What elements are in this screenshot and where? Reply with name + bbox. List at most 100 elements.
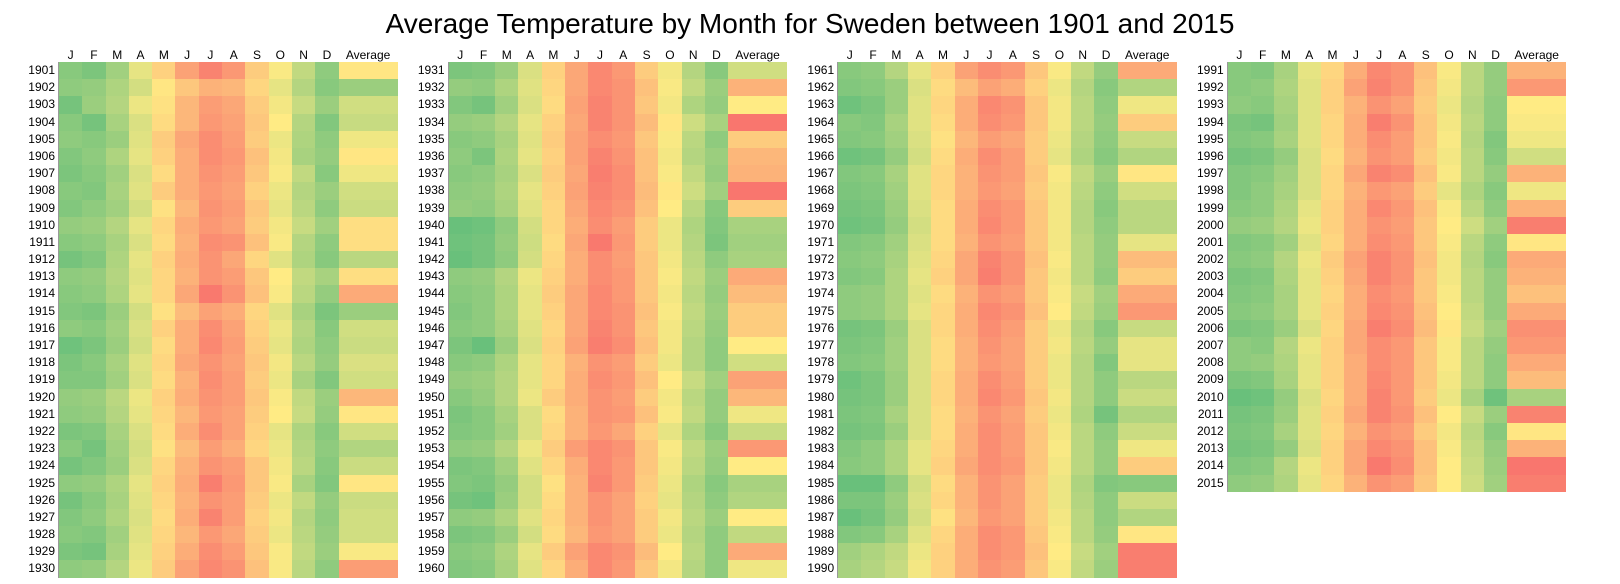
heatmap-cell [1094, 388, 1118, 406]
heatmap-cell [1071, 405, 1095, 423]
heatmap-cell [1320, 96, 1345, 114]
row-cells [447, 319, 788, 337]
heatmap-cell [1001, 96, 1025, 114]
average-cell [728, 251, 788, 269]
heatmap-cell [495, 251, 519, 269]
heatmap-cell [448, 440, 472, 458]
heatmap-cell [611, 165, 635, 183]
heatmap-cell [611, 560, 635, 578]
heatmap-row: 2015 [1195, 474, 1567, 492]
heatmap-cell [565, 302, 589, 320]
heatmap-cell [59, 182, 83, 200]
average-cell [728, 268, 788, 286]
heatmap-cell [518, 182, 542, 200]
heatmap-cell [152, 543, 176, 561]
heatmap-cell [448, 422, 472, 441]
heatmap-cell [82, 474, 106, 492]
heatmap-cell [1414, 147, 1438, 166]
heatmap-cell [1390, 79, 1415, 97]
heatmap-cell [152, 130, 176, 148]
heatmap-cell [1437, 405, 1461, 423]
heatmap-cell [59, 422, 83, 441]
month-header-1: J [67, 48, 74, 62]
heatmap-cell [954, 354, 978, 372]
average-cell [1117, 405, 1177, 423]
heatmap-cell [268, 354, 292, 372]
heatmap-cell [1094, 199, 1118, 217]
heatmap-cell [1001, 388, 1025, 406]
average-cell [1117, 233, 1177, 252]
row-cells [1226, 79, 1567, 97]
average-cell [728, 508, 788, 527]
row-cells [58, 422, 398, 441]
row-cells [447, 79, 788, 97]
average-cell [1117, 182, 1177, 200]
heatmap-row: 1955 [416, 474, 788, 492]
heatmap-cell [1460, 337, 1484, 355]
year-tick-label: 1939 [417, 200, 445, 215]
row-cells [837, 526, 1177, 544]
row-cells [58, 457, 398, 475]
heatmap-cell [175, 302, 199, 320]
heatmap-cell [704, 371, 729, 389]
heatmap-cell [175, 268, 199, 286]
heatmap-cell [1297, 302, 1321, 320]
heatmap-cell [128, 388, 153, 406]
heatmap-cell [1344, 62, 1368, 80]
heatmap-cell [634, 371, 659, 389]
heatmap-cell [105, 285, 129, 303]
heatmap-row: 1989 [805, 543, 1177, 561]
heatmap-cell [704, 165, 729, 183]
heatmap-cell [611, 440, 635, 458]
heatmap-cell [448, 96, 472, 114]
month-header-5: M [1327, 48, 1338, 62]
heatmap-cell [1344, 302, 1368, 320]
heatmap-cell [565, 337, 589, 355]
year-tick-label: 2006 [1196, 320, 1224, 335]
row-cells [1226, 440, 1567, 458]
heatmap-cell [704, 560, 729, 578]
year-tick-label: 1918 [28, 355, 55, 370]
heatmap-cell [105, 182, 129, 200]
heatmap-cell [658, 319, 682, 337]
heatmap-row: 1944 [416, 285, 788, 303]
row-cells [837, 147, 1177, 166]
year-tick-label: 1988 [807, 527, 835, 542]
row-cells [447, 233, 788, 252]
heatmap-row: 1935 [416, 130, 788, 148]
heatmap-cell [1227, 319, 1251, 337]
heatmap-cell [588, 560, 612, 578]
heatmap-cell [315, 268, 339, 286]
heatmap-cell [1274, 147, 1298, 166]
heatmap-cell [1001, 337, 1025, 355]
heatmap-cell [977, 388, 1002, 406]
heatmap-cell [82, 96, 106, 114]
heatmap-cell [448, 147, 472, 166]
heatmap-cell [1250, 337, 1275, 355]
row-cells [837, 302, 1177, 320]
heatmap-cell [1390, 422, 1415, 441]
heatmap-cell [588, 405, 612, 423]
heatmap-cell [954, 319, 978, 337]
heatmap-cell [82, 268, 106, 286]
heatmap-cell [222, 62, 246, 80]
heatmap-cell [565, 457, 589, 475]
heatmap-cell [658, 130, 682, 148]
heatmap-row: 1934 [416, 113, 788, 131]
heatmap-cell [908, 216, 932, 234]
heatmap-cell [1320, 285, 1345, 303]
panel-column-headers: J F M A M J J A S O N D Average [805, 46, 1177, 62]
panel-column-headers: J F M A M J J A S O N D Average [26, 46, 398, 62]
heatmap-cell [908, 457, 932, 475]
year-tick-label: 1950 [417, 389, 445, 404]
heatmap-cell [198, 79, 223, 97]
year-tick-label: 2000 [1196, 217, 1224, 232]
heatmap-cell [565, 130, 589, 148]
row-cells [837, 371, 1177, 389]
heatmap-cell [977, 440, 1002, 458]
average-cell [1507, 199, 1567, 217]
heatmap-cell [861, 268, 885, 286]
heatmap-cell [471, 268, 496, 286]
heatmap-cell [268, 113, 292, 131]
heatmap-cell [681, 285, 705, 303]
